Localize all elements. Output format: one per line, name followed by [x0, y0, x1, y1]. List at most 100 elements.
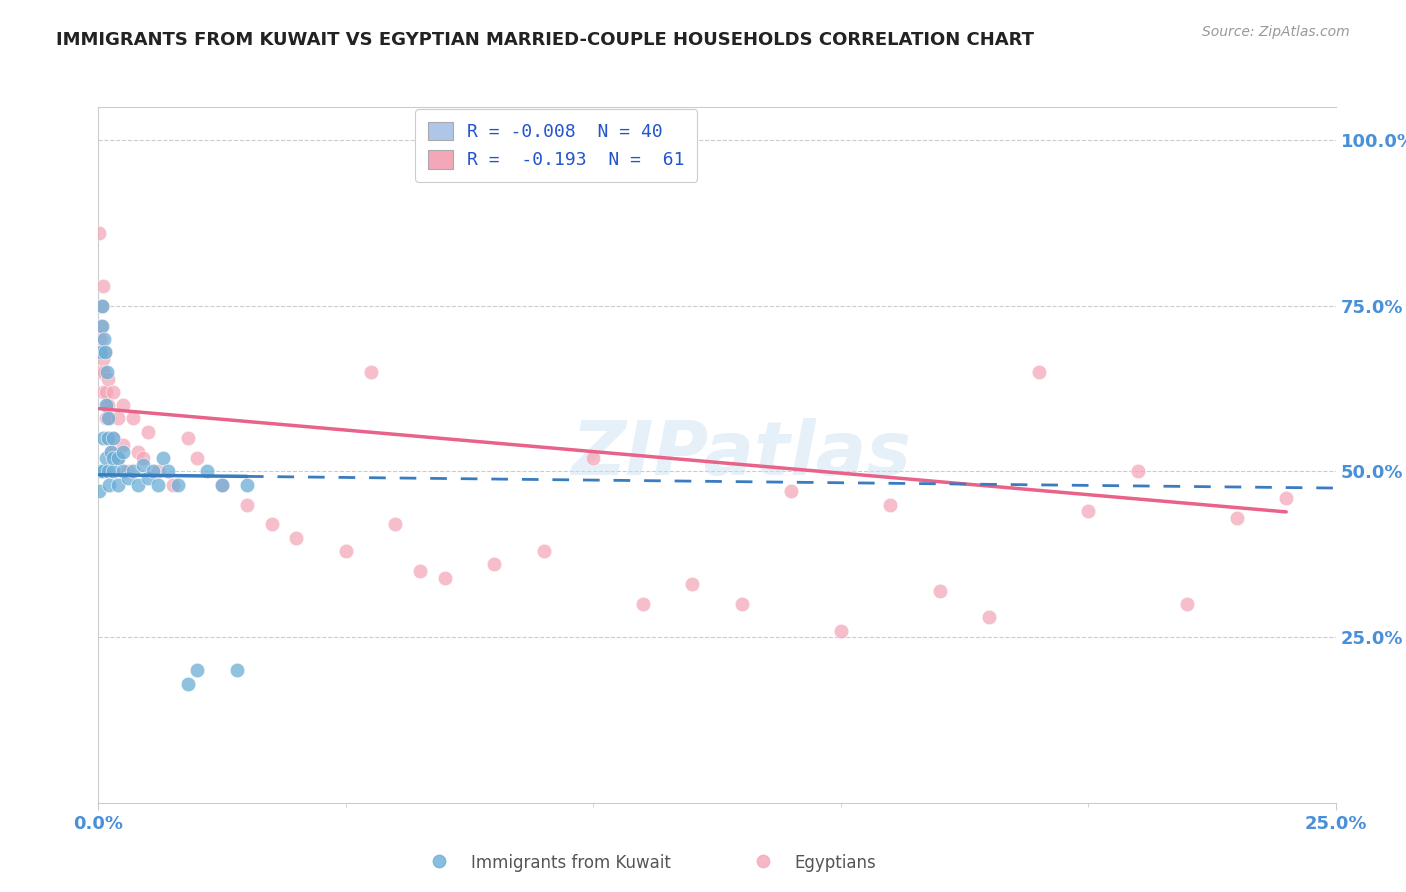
- Point: [122, 465, 145, 479]
- Point: [260, 517, 283, 532]
- Point: [195, 465, 218, 479]
- Point: [93, 351, 115, 366]
- Point: [117, 471, 139, 485]
- Point: [979, 610, 1001, 624]
- Point: [97, 372, 120, 386]
- Point: [100, 444, 122, 458]
- Point: [830, 624, 852, 638]
- Point: [1226, 511, 1249, 525]
- Point: [93, 332, 115, 346]
- Point: [136, 425, 159, 439]
- Point: [89, 484, 111, 499]
- Point: [211, 477, 233, 491]
- Point: [93, 365, 115, 379]
- Point: [107, 451, 129, 466]
- Point: [112, 444, 135, 458]
- Point: [89, 332, 111, 346]
- Text: Source: ZipAtlas.com: Source: ZipAtlas.com: [1202, 25, 1350, 39]
- Point: [136, 471, 159, 485]
- Point: [142, 465, 165, 479]
- Point: [93, 384, 115, 399]
- Point: [780, 484, 803, 499]
- Point: [176, 676, 198, 690]
- Point: [90, 318, 112, 333]
- Point: [433, 570, 456, 584]
- Point: [582, 451, 605, 466]
- Point: [731, 597, 754, 611]
- Point: [103, 431, 125, 445]
- Point: [879, 498, 901, 512]
- Point: [97, 398, 120, 412]
- Point: [226, 663, 249, 677]
- Point: [94, 345, 117, 359]
- Point: [1126, 465, 1149, 479]
- Point: [132, 458, 155, 472]
- Point: [112, 438, 135, 452]
- Point: [409, 564, 432, 578]
- Point: [236, 498, 259, 512]
- Text: ZIPatlas: ZIPatlas: [572, 418, 912, 491]
- Point: [103, 431, 125, 445]
- Legend: R = -0.008  N = 40, R =  -0.193  N =  61: R = -0.008 N = 40, R = -0.193 N = 61: [415, 109, 697, 182]
- Point: [94, 384, 117, 399]
- Point: [127, 444, 149, 458]
- Point: [384, 517, 406, 532]
- Point: [928, 583, 950, 598]
- Point: [186, 663, 208, 677]
- Point: [91, 299, 114, 313]
- Point: [90, 345, 112, 359]
- Point: [533, 544, 555, 558]
- Point: [335, 544, 357, 558]
- Point: [94, 451, 117, 466]
- Point: [97, 465, 120, 479]
- Point: [98, 411, 121, 425]
- Point: [103, 451, 125, 466]
- Point: [285, 531, 308, 545]
- Point: [176, 431, 198, 445]
- Point: [97, 431, 120, 445]
- Point: [96, 398, 118, 412]
- Point: [96, 365, 118, 379]
- Point: [122, 411, 145, 425]
- Point: [1175, 597, 1198, 611]
- Point: [752, 854, 775, 868]
- Point: [93, 431, 115, 445]
- Point: [90, 365, 112, 379]
- Point: [103, 465, 125, 479]
- Point: [1275, 491, 1298, 505]
- Point: [236, 477, 259, 491]
- Point: [90, 345, 112, 359]
- Point: [166, 477, 188, 491]
- Point: [186, 451, 208, 466]
- Point: [146, 477, 169, 491]
- Point: [94, 345, 117, 359]
- Point: [211, 477, 233, 491]
- Point: [90, 318, 112, 333]
- Point: [103, 384, 125, 399]
- Text: Immigrants from Kuwait: Immigrants from Kuwait: [471, 854, 671, 871]
- Point: [631, 597, 654, 611]
- Point: [100, 444, 122, 458]
- Point: [360, 365, 382, 379]
- Point: [89, 345, 111, 359]
- Point: [1077, 504, 1099, 518]
- Point: [89, 465, 111, 479]
- Point: [89, 226, 111, 240]
- Point: [152, 451, 174, 466]
- Point: [162, 477, 184, 491]
- Point: [94, 411, 117, 425]
- Text: IMMIGRANTS FROM KUWAIT VS EGYPTIAN MARRIED-COUPLE HOUSEHOLDS CORRELATION CHART: IMMIGRANTS FROM KUWAIT VS EGYPTIAN MARRI…: [56, 31, 1035, 49]
- Point: [91, 279, 114, 293]
- Point: [112, 398, 135, 412]
- Point: [107, 477, 129, 491]
- Point: [91, 299, 114, 313]
- Point: [107, 451, 129, 466]
- Point: [1028, 365, 1050, 379]
- Text: Egyptians: Egyptians: [794, 854, 876, 871]
- Point: [97, 411, 120, 425]
- Point: [94, 398, 117, 412]
- Point: [132, 451, 155, 466]
- Point: [112, 465, 135, 479]
- Point: [156, 465, 179, 479]
- Point: [117, 465, 139, 479]
